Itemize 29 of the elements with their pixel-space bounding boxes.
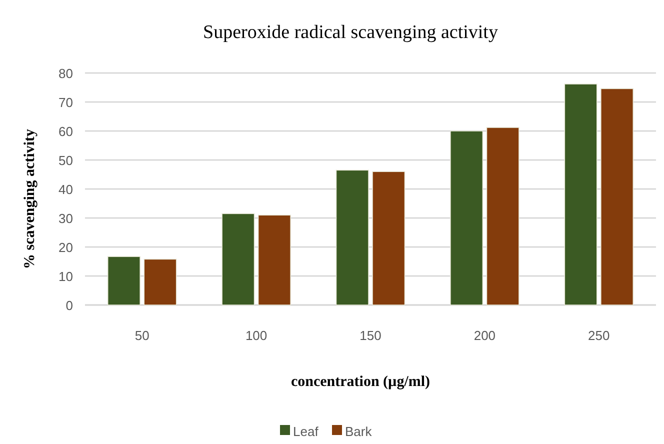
y-axis-title: % scavenging activity: [22, 128, 38, 269]
x-tick-label: 200: [474, 328, 496, 343]
x-tick-label: 100: [245, 328, 268, 343]
y-tick-label: 30: [58, 211, 73, 226]
y-tick-label: 80: [58, 66, 73, 81]
legend-label: Bark: [345, 424, 372, 439]
y-tick-label: 50: [58, 153, 73, 168]
bar: [600, 88, 634, 306]
bar: [258, 214, 291, 306]
legend-label: Leaf: [293, 424, 319, 439]
y-tick-label: 70: [58, 95, 73, 110]
y-tick-label: 10: [58, 269, 73, 284]
bar: [144, 258, 177, 306]
y-tick-label: 20: [58, 240, 73, 255]
bar: [336, 170, 369, 306]
x-tick-label: 50: [134, 328, 150, 343]
bar: [486, 127, 520, 306]
bar: [564, 84, 598, 306]
x-tick-label: 150: [360, 328, 382, 343]
x-axis-title: concentration (µg/ml): [290, 374, 430, 390]
bar: [372, 171, 406, 306]
bar: [107, 256, 140, 306]
y-tick-label: 40: [58, 182, 73, 197]
y-tick-label: 60: [58, 124, 73, 139]
bar: [222, 213, 255, 306]
chart-title: Superoxide radical scavenging activity: [203, 22, 498, 43]
x-tick-label: 250: [588, 328, 610, 343]
bar: [450, 130, 484, 306]
y-tick-label: 0: [66, 298, 73, 313]
